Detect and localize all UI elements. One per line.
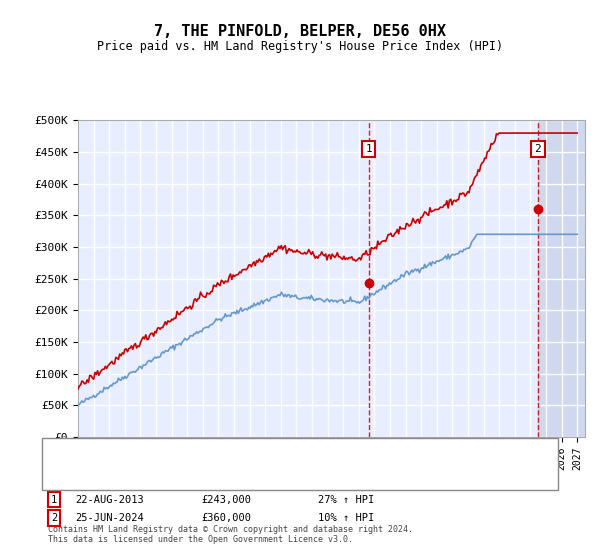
Text: 1: 1: [365, 144, 372, 154]
Bar: [538, 120, 585, 437]
Text: 10% ↑ HPI: 10% ↑ HPI: [318, 513, 374, 523]
Text: 2: 2: [535, 144, 541, 154]
Text: 22-AUG-2013: 22-AUG-2013: [75, 494, 144, 505]
Text: 2: 2: [51, 513, 57, 523]
Text: 7, THE PINFOLD, BELPER, DE56 0HX (detached house): 7, THE PINFOLD, BELPER, DE56 0HX (detach…: [111, 447, 417, 457]
Text: £360,000: £360,000: [201, 513, 251, 523]
Text: Contains HM Land Registry data © Crown copyright and database right 2024.
This d: Contains HM Land Registry data © Crown c…: [48, 525, 413, 544]
Text: 25-JUN-2024: 25-JUN-2024: [75, 513, 144, 523]
Text: ———: ———: [63, 464, 86, 477]
Text: 1: 1: [51, 494, 57, 505]
Text: £243,000: £243,000: [201, 494, 251, 505]
Text: Price paid vs. HM Land Registry's House Price Index (HPI): Price paid vs. HM Land Registry's House …: [97, 40, 503, 53]
Text: 7, THE PINFOLD, BELPER, DE56 0HX: 7, THE PINFOLD, BELPER, DE56 0HX: [154, 24, 446, 39]
Text: 27% ↑ HPI: 27% ↑ HPI: [318, 494, 374, 505]
Text: HPI: Average price, detached house, Amber Valley: HPI: Average price, detached house, Ambe…: [111, 465, 411, 475]
Text: ———: ———: [63, 445, 86, 459]
